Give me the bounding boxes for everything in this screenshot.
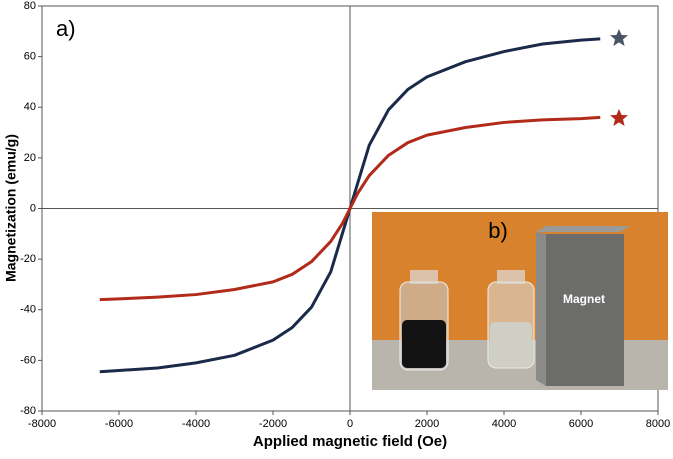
magnet-top xyxy=(536,226,630,232)
x-tick-label: 4000 xyxy=(492,418,516,430)
y-tick-label: 80 xyxy=(24,0,36,12)
x-tick-label: 2000 xyxy=(415,418,439,430)
x-tick-label: 0 xyxy=(347,418,353,430)
y-tick-label: 0 xyxy=(30,202,36,214)
inset-label: b) xyxy=(488,218,508,243)
y-tick-label: -80 xyxy=(20,405,36,417)
y-tick-label: 40 xyxy=(24,101,36,113)
magnet-side xyxy=(536,232,546,386)
x-tick-label: -8000 xyxy=(28,418,56,430)
y-tick-label: 60 xyxy=(24,51,36,63)
y-tick-label: -20 xyxy=(20,253,36,265)
x-tick-label: 6000 xyxy=(569,418,593,430)
inset-photo: b) Magnet xyxy=(372,212,668,390)
x-axis-label: Applied magnetic field (Oe) xyxy=(253,433,447,450)
x-tick-label: -6000 xyxy=(105,418,133,430)
x-tick-label: -4000 xyxy=(182,418,210,430)
magnet xyxy=(546,234,624,386)
bottle-neck xyxy=(410,270,438,284)
bottle-liquid xyxy=(490,322,532,366)
x-tick-label: -2000 xyxy=(259,418,287,430)
bottle-neck xyxy=(497,270,525,284)
bottle-liquid xyxy=(402,320,446,368)
y-axis-label: Magnetization (emu/g) xyxy=(3,134,19,282)
y-tick-label: -40 xyxy=(20,304,36,316)
star-marker xyxy=(610,109,628,126)
star-marker xyxy=(610,29,628,46)
y-tick-label: 20 xyxy=(24,152,36,164)
x-tick-label: 8000 xyxy=(646,418,670,430)
panel-label: a) xyxy=(56,16,76,41)
magnet-label: Magnet xyxy=(563,292,605,306)
y-tick-label: -60 xyxy=(20,354,36,366)
series-line xyxy=(99,115,601,302)
